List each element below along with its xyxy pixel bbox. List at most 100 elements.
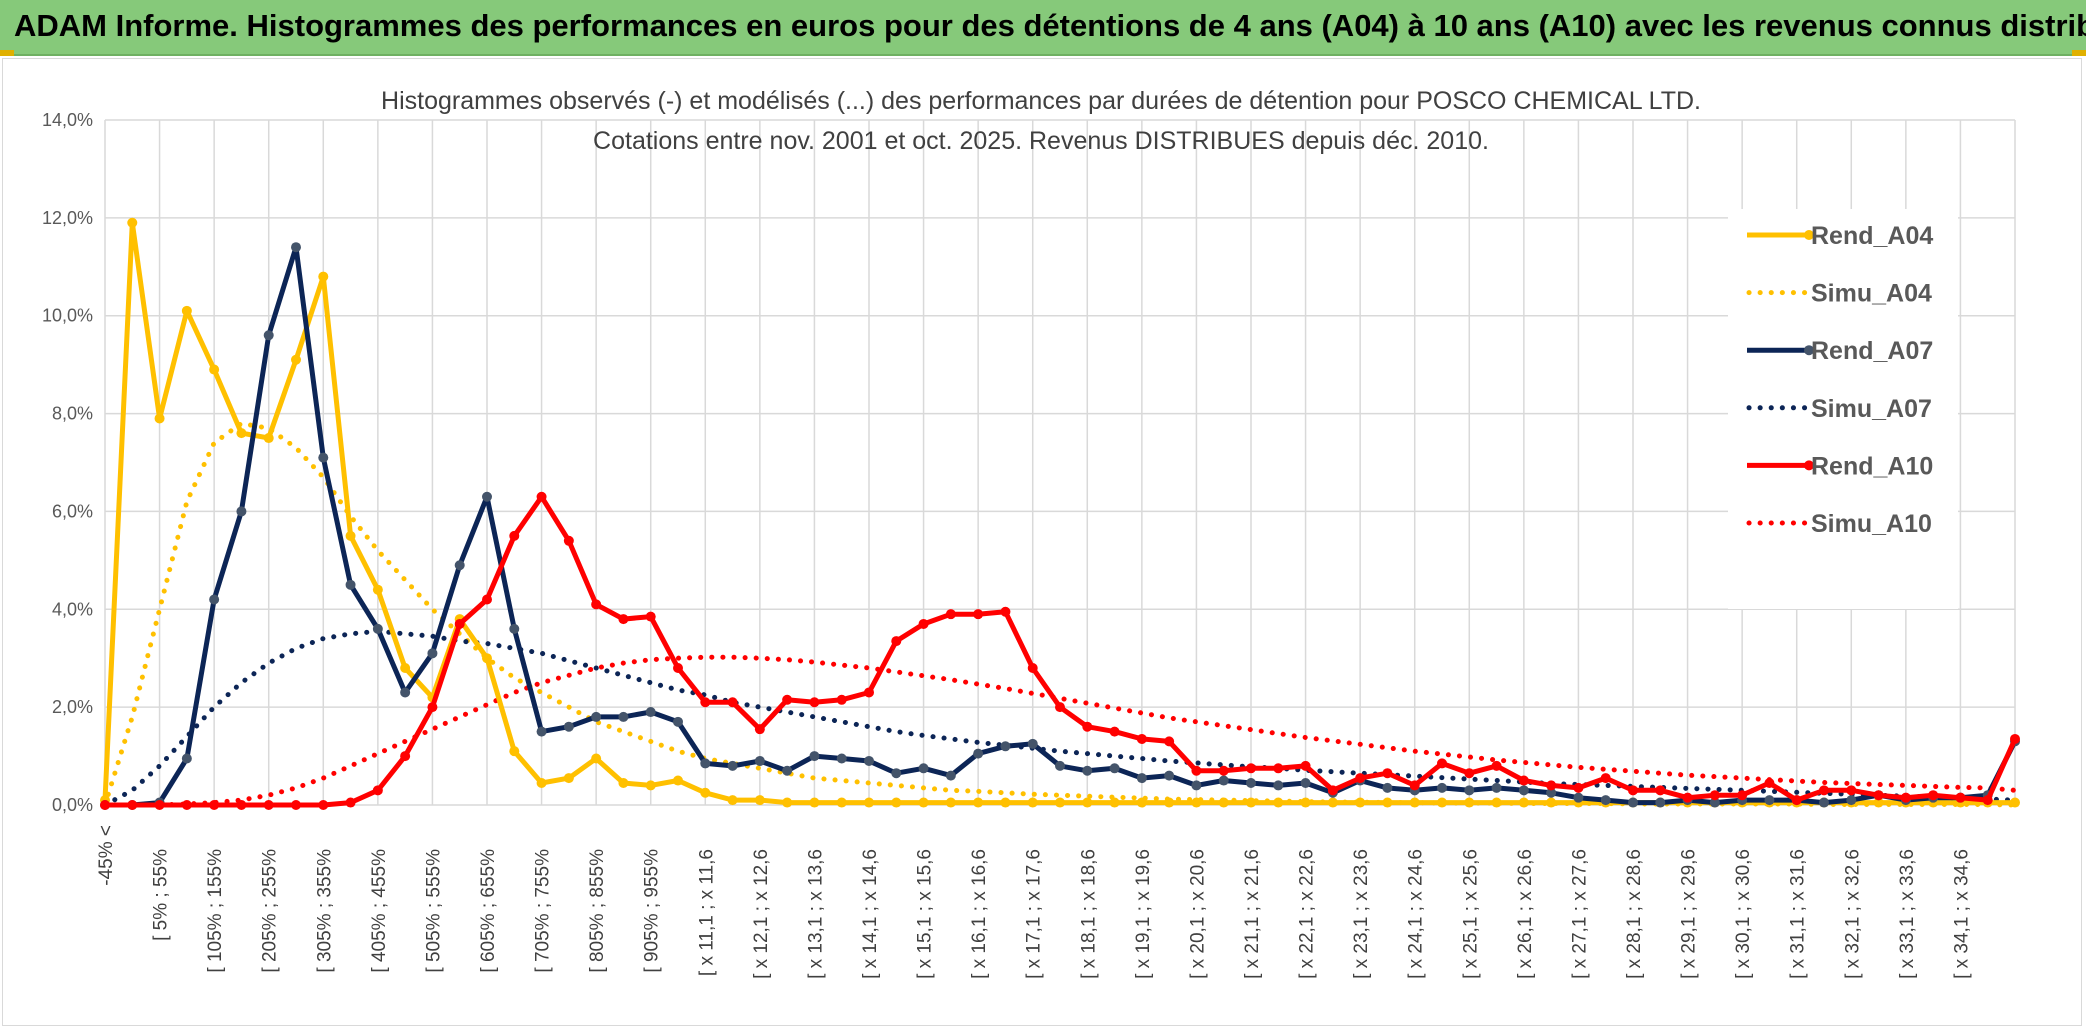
- point-Rend_A10: [345, 797, 356, 808]
- legend-label: Simu_A07: [1811, 395, 1932, 423]
- point-Rend_A04: [1218, 797, 1229, 808]
- point-Rend_A07: [1628, 797, 1638, 808]
- point-Rend_A10: [1246, 763, 1256, 774]
- point-Rend_A10: [563, 535, 574, 546]
- point-Rend_A07: [563, 721, 574, 732]
- x-tick-label: [ x 12,1 ; x 12,6: [751, 849, 772, 979]
- point-Rend_A04: [509, 746, 520, 757]
- point-Rend_A10: [1846, 785, 1857, 796]
- point-Rend_A10: [536, 491, 547, 502]
- point-Rend_A10: [673, 663, 683, 673]
- point-Rend_A10: [864, 687, 874, 698]
- point-Rend_A04: [782, 797, 793, 808]
- x-tick-label: [ x 17,1 ; x 17,6: [1024, 849, 1045, 979]
- point-Rend_A10: [1218, 765, 1229, 776]
- point-Rend_A07: [1382, 782, 1393, 793]
- point-Rend_A10: [1136, 733, 1147, 744]
- point-Rend_A10: [1000, 606, 1011, 617]
- point-Rend_A04: [2010, 797, 2020, 808]
- point-Rend_A04: [1300, 797, 1311, 808]
- point-Rend_A04: [836, 797, 847, 808]
- corner-marker-left: [0, 50, 14, 56]
- x-tick-label: [ x 28,1 ; x 28,6: [1624, 849, 1645, 979]
- point-Rend_A10: [454, 618, 465, 629]
- point-Rend_A10: [209, 800, 220, 810]
- x-tick-label: [ x 26,1 ; x 26,6: [1515, 849, 1536, 979]
- point-Rend_A10: [1109, 726, 1120, 737]
- point-Rend_A04: [345, 530, 356, 541]
- x-axis-ticks: -45% < [ 5% ; 55% [ 105% ; 155% [ 205% ; 25…: [96, 825, 1972, 979]
- point-Rend_A04: [1109, 797, 1120, 808]
- point-Rend_A07: [372, 623, 383, 634]
- point-Rend_A10: [836, 694, 847, 705]
- x-tick-label: [ x 34,1 ; x 34,6: [1951, 849, 1972, 979]
- point-Rend_A04: [864, 797, 874, 808]
- point-Rend_A10: [100, 800, 110, 810]
- y-axis-ticks: 0,0% 2,0% 4,0% 6,0% 8,0% 10,0% 12,0% 14,0%: [42, 110, 93, 815]
- point-Rend_A04: [1136, 797, 1147, 808]
- point-Rend_A10: [891, 636, 902, 647]
- point-Rend_A10: [482, 594, 492, 605]
- point-Rend_A07: [1000, 741, 1011, 752]
- legend-item: Rend_A04: [1747, 222, 1933, 250]
- point-Rend_A04: [482, 653, 492, 664]
- legend: Rend_A04 Simu_A04 Rend_A07 Simu_A07 Rend_A10…: [1728, 209, 1958, 609]
- legend-item: Rend_A07: [1747, 337, 1933, 365]
- x-tick-label: [ x 24,1 ; x 24,6: [1406, 849, 1427, 979]
- point-Rend_A10: [1546, 780, 1557, 791]
- point-Rend_A10: [1409, 780, 1420, 791]
- point-Rend_A07: [591, 711, 602, 722]
- point-Rend_A07: [1191, 780, 1202, 791]
- point-Rend_A10: [372, 785, 383, 796]
- x-tick-label: [ x 33,1 ; x 33,6: [1897, 849, 1918, 979]
- point-Rend_A10: [1628, 785, 1638, 796]
- point-Rend_A04: [1246, 797, 1256, 808]
- y-tick-label: 8,0%: [52, 404, 93, 424]
- legend-label: Rend_A04: [1811, 222, 1933, 250]
- point-Rend_A10: [1082, 721, 1093, 732]
- x-tick-label: [ 405% ; 455%: [369, 849, 390, 973]
- point-Rend_A04: [154, 413, 165, 424]
- x-tick-label: [ x 11,1 ; x 11,6: [696, 849, 717, 976]
- point-Rend_A10: [236, 800, 247, 810]
- point-Rend_A10: [2010, 733, 2020, 744]
- point-Rend_A10: [973, 609, 984, 620]
- legend-box: [1728, 209, 1958, 609]
- y-tick-label: 0,0%: [52, 795, 93, 815]
- point-Rend_A07: [973, 748, 984, 759]
- x-tick-label: -45% <: [96, 825, 117, 886]
- point-Rend_A07: [1300, 777, 1311, 788]
- y-tick-label: 14,0%: [42, 110, 93, 130]
- point-Rend_A10: [727, 697, 738, 708]
- point-Rend_A07: [1846, 795, 1857, 806]
- x-tick-label: [ x 23,1 ; x 23,6: [1351, 849, 1372, 979]
- point-Rend_A07: [509, 623, 520, 634]
- point-Rend_A07: [1164, 770, 1175, 781]
- legend-marker: [1804, 460, 1814, 471]
- point-Rend_A04: [1382, 797, 1393, 808]
- point-Rend_A07: [727, 760, 738, 771]
- point-Rend_A07: [809, 751, 820, 762]
- point-Rend_A04: [945, 797, 956, 808]
- point-Rend_A07: [1273, 780, 1284, 791]
- point-Rend_A10: [1928, 790, 1939, 801]
- series-layer: [100, 217, 2020, 810]
- point-Rend_A07: [1546, 787, 1557, 798]
- point-Rend_A04: [1518, 797, 1529, 808]
- point-Rend_A10: [1682, 792, 1693, 803]
- point-Rend_A10: [291, 800, 301, 810]
- chart-subtitle: Cotations entre nov. 2001 et oct. 2025. …: [593, 127, 1489, 155]
- point-Rend_A10: [1055, 702, 1065, 713]
- x-tick-label: [ 205% ; 255%: [260, 849, 281, 973]
- point-Rend_A10: [181, 800, 192, 810]
- point-Rend_A10: [154, 800, 165, 810]
- point-Rend_A07: [1518, 785, 1529, 796]
- point-Rend_A10: [645, 611, 656, 622]
- point-Rend_A04: [1464, 797, 1475, 808]
- point-Rend_A10: [1518, 775, 1529, 786]
- point-Rend_A07: [536, 726, 547, 737]
- legend-label: Simu_A04: [1811, 280, 1932, 308]
- line-Simu_A07: [102, 628, 2018, 808]
- point-Rend_A04: [591, 753, 602, 764]
- point-Rend_A04: [209, 364, 220, 375]
